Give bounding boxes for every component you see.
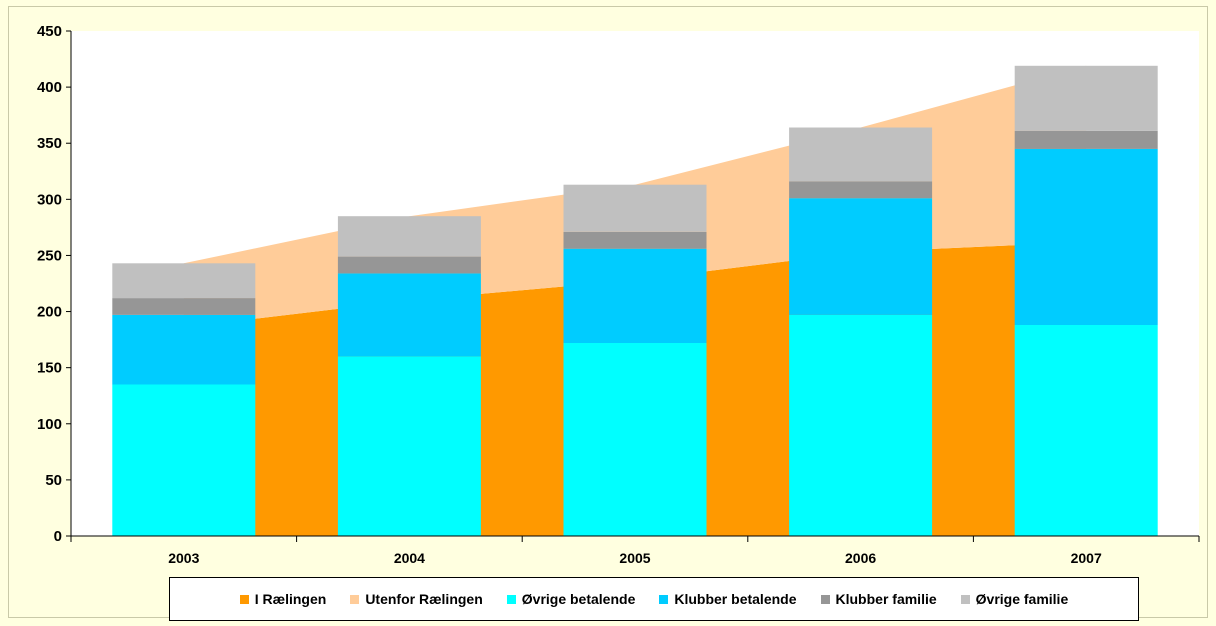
y-tick-label-9: 450 [37,23,62,40]
x-tick-label-2004: 2004 [394,550,425,566]
legend-label-5: Øvrige familie [975,591,1069,607]
y-tick-label-5: 250 [37,247,62,264]
y-tick-label-1: 50 [45,472,62,489]
y-tick-label-6: 300 [37,191,62,208]
legend-label-1: Utenfor Rælingen [365,591,483,607]
legend-item-5: Øvrige familie [960,591,1069,607]
bar-segment-s2-c0 [112,298,256,315]
bar-segment-s1-c3 [789,198,933,315]
legend-item-4: Klubber familie [820,591,937,607]
y-tick-label-0: 0 [54,528,62,545]
bar-segment-s1-c1 [337,273,481,357]
legend-swatch-0 [239,594,249,604]
bar-segment-s0-c2 [563,343,707,536]
legend-swatch-1 [350,594,360,604]
legend-label-2: Øvrige betalende [521,591,636,607]
x-tick-label-2005: 2005 [619,550,650,566]
bar-segment-s3-c1 [337,216,481,257]
x-tick-label-2006: 2006 [845,550,876,566]
bar-segment-s2-c1 [337,256,481,274]
y-tick-label-2: 100 [37,416,62,433]
legend: I Rælingen Utenfor Rælingen Øvrige betalen… [169,577,1139,621]
bar-segment-s0-c1 [337,356,481,536]
bar-segment-s3-c2 [563,184,707,232]
legend-swatch-3 [659,594,669,604]
legend-swatch-2 [506,594,516,604]
y-tick-label-7: 350 [37,135,62,152]
chart-plot: 0 50 100 150 200 250 300 350 400 450 2003 2004 2005 2… [37,23,1200,566]
x-tick-label-2003: 2003 [168,550,199,566]
bar-segment-s1-c2 [563,248,707,343]
legend-item-3: Klubber betalende [659,591,797,607]
bar-segment-s2-c2 [563,231,707,249]
y-tick-label-8: 400 [37,79,62,96]
legend-item-2: Øvrige betalende [506,591,636,607]
bar-segment-s3-c0 [112,263,256,299]
bar-segment-s2-c3 [789,181,933,199]
legend-label-3: Klubber betalende [674,591,797,607]
x-tick-label-2007: 2007 [1071,550,1102,566]
y-tick-label-4: 200 [37,304,62,321]
bar-segment-s2-c4 [1014,130,1158,149]
legend-swatch-4 [820,594,830,604]
chart-frame: 0 50 100 150 200 250 300 350 400 450 2003 2004 2005 2… [8,6,1208,621]
bar-segment-s0-c0 [112,384,256,536]
y-tick-label-3: 150 [37,360,62,377]
legend-label-0: I Rælingen [254,591,327,607]
bar-segment-s0-c4 [1014,325,1158,536]
bar-segment-s1-c0 [112,314,256,385]
bar-segment-s3-c4 [1014,65,1158,131]
legend-label-4: Klubber familie [835,591,937,607]
legend-item-0: I Rælingen [239,591,327,607]
legend-swatch-5 [960,594,970,604]
bar-segment-s1-c4 [1014,148,1158,325]
bar-segment-s0-c3 [789,314,933,536]
legend-item-1: Utenfor Rælingen [350,591,483,607]
bar-segment-s3-c3 [789,127,933,182]
